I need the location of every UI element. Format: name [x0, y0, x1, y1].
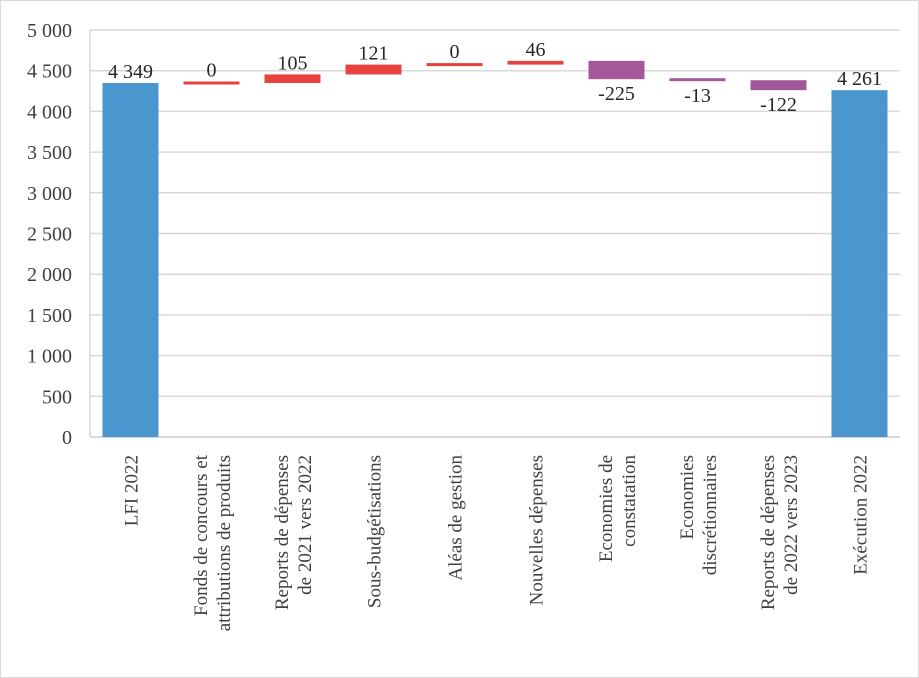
x-category-line: Reports de dépenses: [272, 455, 293, 610]
data-label: 121: [359, 43, 389, 65]
y-tick-label: 0: [62, 427, 72, 449]
x-category-line: Exécution 2022: [851, 455, 872, 575]
x-category-label: Exécution 2022: [851, 455, 872, 575]
x-category-label: Nouvelles dépenses: [527, 455, 548, 605]
y-tick-label: 1 000: [27, 346, 72, 368]
x-category-line: de 2022 vers 2023: [781, 455, 802, 595]
data-label: -225: [598, 83, 635, 105]
data-label: -13: [684, 85, 711, 107]
y-tick-label: 3 500: [27, 142, 72, 164]
y-tick-label: 3 000: [27, 183, 72, 205]
data-label: -122: [760, 94, 797, 116]
x-axis: LFI 2022 Fonds de concours et attributions…: [122, 454, 872, 631]
y-tick-label: 5 000: [27, 20, 72, 42]
bar: [669, 78, 726, 82]
data-label: 105: [278, 52, 308, 74]
data-label: 4 261: [837, 68, 882, 90]
gridlines: [89, 29, 900, 438]
x-category-label: Economies de constatation: [596, 455, 640, 563]
y-axis: 0 500 1 000 1 500 2 000 2 500 3 000 3 500 4 000 4…: [27, 20, 72, 449]
x-category-line: Reports de dépenses: [758, 455, 779, 610]
x-category-label: Reports de dépenses de 2021 vers 2022: [272, 455, 316, 610]
y-tick-label: 4 500: [27, 61, 72, 83]
bar: [750, 80, 807, 91]
x-category-label: Sous-budgétisations: [365, 455, 386, 608]
x-category-line: Sous-budgétisations: [365, 455, 386, 608]
data-label: 0: [450, 41, 460, 63]
x-category-line: Aléas de gestion: [446, 455, 467, 581]
bar: [264, 74, 321, 83]
x-category-label: Reports de dépenses de 2022 vers 2023: [758, 455, 802, 610]
x-category-line: Nouvelles dépenses: [527, 455, 548, 605]
data-label: 46: [526, 39, 546, 61]
bar: [102, 82, 159, 438]
y-tick-label: 500: [42, 386, 72, 408]
x-category-line: LFI 2022: [122, 455, 143, 526]
data-label: 0: [207, 59, 217, 81]
y-tick-label: 1 500: [27, 305, 72, 327]
x-category-label: Fonds de concours et attributions de prod…: [191, 454, 235, 631]
bar: [831, 90, 888, 437]
bar: [426, 63, 483, 67]
x-category-label: Economies discrétionnaires: [677, 455, 721, 575]
data-label: 4 349: [108, 61, 153, 83]
bar: [588, 60, 645, 80]
x-category-label: Aléas de gestion: [446, 455, 467, 581]
y-tick-label: 2 500: [27, 224, 72, 246]
y-tick-label: 4 000: [27, 101, 72, 123]
data-labels: 4 349 0 105 121 0 46 -225 -13 -122 4 261: [108, 39, 882, 116]
x-category-line: constatation: [619, 455, 640, 547]
x-category-line: discrétionnaires: [700, 455, 721, 575]
y-tick-label: 2 000: [27, 264, 72, 286]
x-category-line: attributions de produits: [214, 455, 235, 631]
bar: [183, 81, 240, 85]
bar: [345, 64, 402, 75]
x-category-label: LFI 2022: [122, 455, 143, 526]
bars: [102, 60, 888, 438]
x-category-line: Economies de: [596, 455, 617, 562]
x-category-line: de 2021 vers 2022: [295, 455, 316, 595]
x-category-line: Fonds de concours et: [191, 454, 212, 616]
x-category-line: Economies: [677, 455, 698, 539]
bar: [507, 60, 564, 65]
